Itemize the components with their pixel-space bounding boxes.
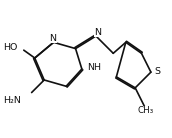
Text: H₂N: H₂N [4, 96, 22, 105]
Text: N: N [94, 28, 101, 37]
Text: N: N [49, 34, 56, 43]
Text: HO: HO [3, 43, 18, 52]
Text: CH₃: CH₃ [137, 106, 154, 115]
Text: S: S [155, 67, 161, 76]
Text: NH: NH [87, 63, 101, 72]
